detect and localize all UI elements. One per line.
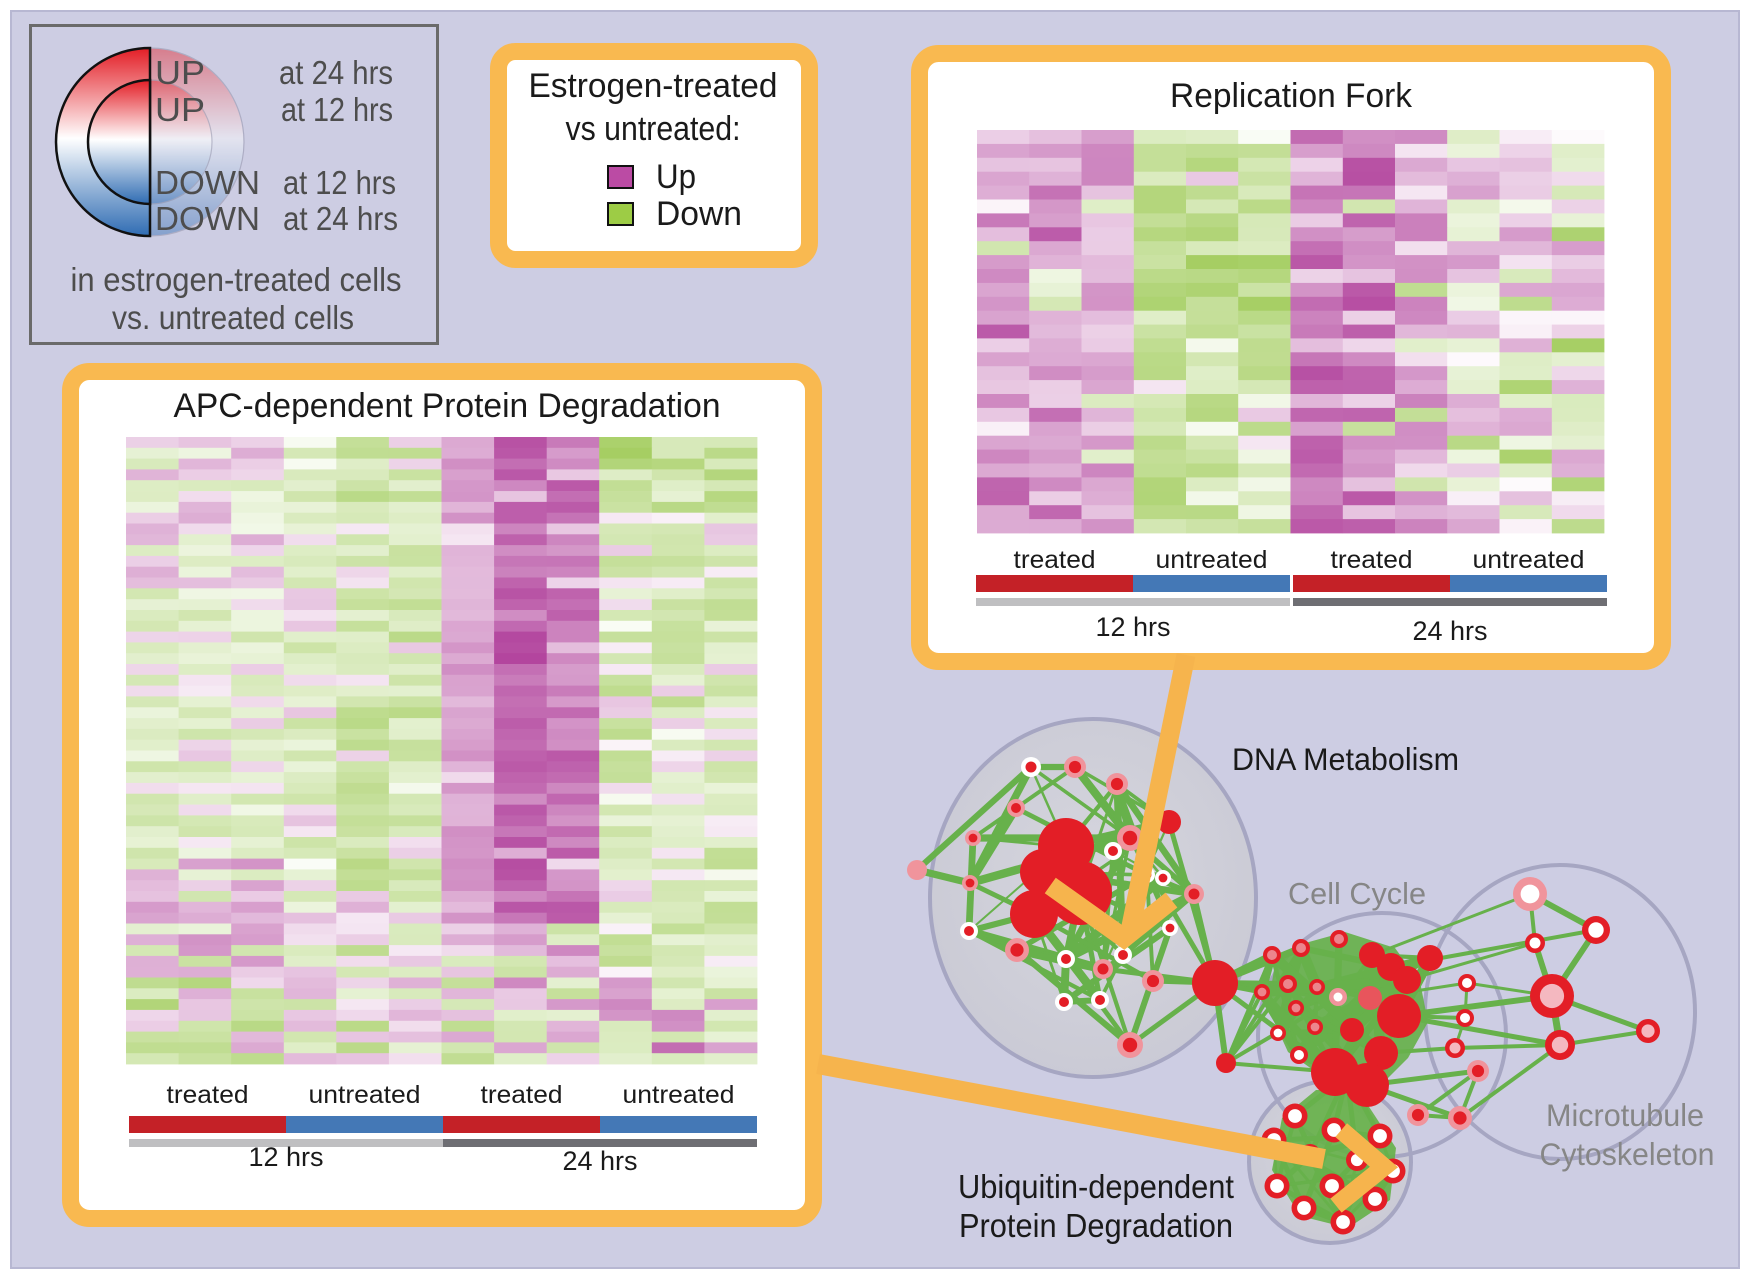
svg-text:at 12 hrs: at 12 hrs <box>281 91 393 128</box>
svg-text:treated: treated <box>1331 546 1413 574</box>
svg-text:treated: treated <box>1014 546 1096 574</box>
svg-text:untreated: untreated <box>1156 546 1268 574</box>
svg-text:Protein Degradation: Protein Degradation <box>959 1207 1233 1244</box>
svg-text:12 hrs: 12 hrs <box>248 1142 323 1172</box>
svg-text:Down: Down <box>656 195 742 233</box>
svg-text:12 hrs: 12 hrs <box>1095 612 1170 642</box>
svg-text:DOWN: DOWN <box>155 200 260 237</box>
svg-text:DOWN: DOWN <box>155 164 260 201</box>
svg-text:UP: UP <box>155 54 205 91</box>
svg-text:at 24 hrs: at 24 hrs <box>279 54 393 91</box>
svg-text:in estrogen-treated cells: in estrogen-treated cells <box>71 261 402 298</box>
svg-text:Cell Cycle: Cell Cycle <box>1288 876 1426 911</box>
svg-text:untreated: untreated <box>309 1081 421 1109</box>
svg-text:at 12 hrs: at 12 hrs <box>283 164 396 201</box>
svg-text:Ubiquitin-dependent: Ubiquitin-dependent <box>958 1168 1234 1205</box>
svg-text:APC-dependent Protein Degradat: APC-dependent Protein Degradation <box>174 387 721 425</box>
svg-text:DNA Metabolism: DNA Metabolism <box>1232 741 1459 777</box>
svg-text:24 hrs: 24 hrs <box>1412 616 1487 646</box>
svg-text:UP: UP <box>155 91 205 128</box>
svg-text:Estrogen-treated: Estrogen-treated <box>529 67 778 105</box>
svg-text:Up: Up <box>656 158 696 196</box>
svg-text:at 24 hrs: at 24 hrs <box>283 200 398 237</box>
svg-text:Microtubule: Microtubule <box>1546 1097 1704 1133</box>
svg-text:untreated: untreated <box>1473 546 1585 574</box>
svg-text:untreated: untreated <box>623 1081 735 1109</box>
svg-text:24 hrs: 24 hrs <box>562 1146 637 1176</box>
svg-text:Replication Fork: Replication Fork <box>1170 77 1413 115</box>
svg-text:vs. untreated cells: vs. untreated cells <box>112 299 354 336</box>
svg-text:treated: treated <box>167 1081 249 1109</box>
svg-text:treated: treated <box>481 1081 563 1109</box>
svg-text:Cytoskeleton: Cytoskeleton <box>1540 1136 1715 1172</box>
svg-text:vs untreated:: vs untreated: <box>566 110 741 148</box>
